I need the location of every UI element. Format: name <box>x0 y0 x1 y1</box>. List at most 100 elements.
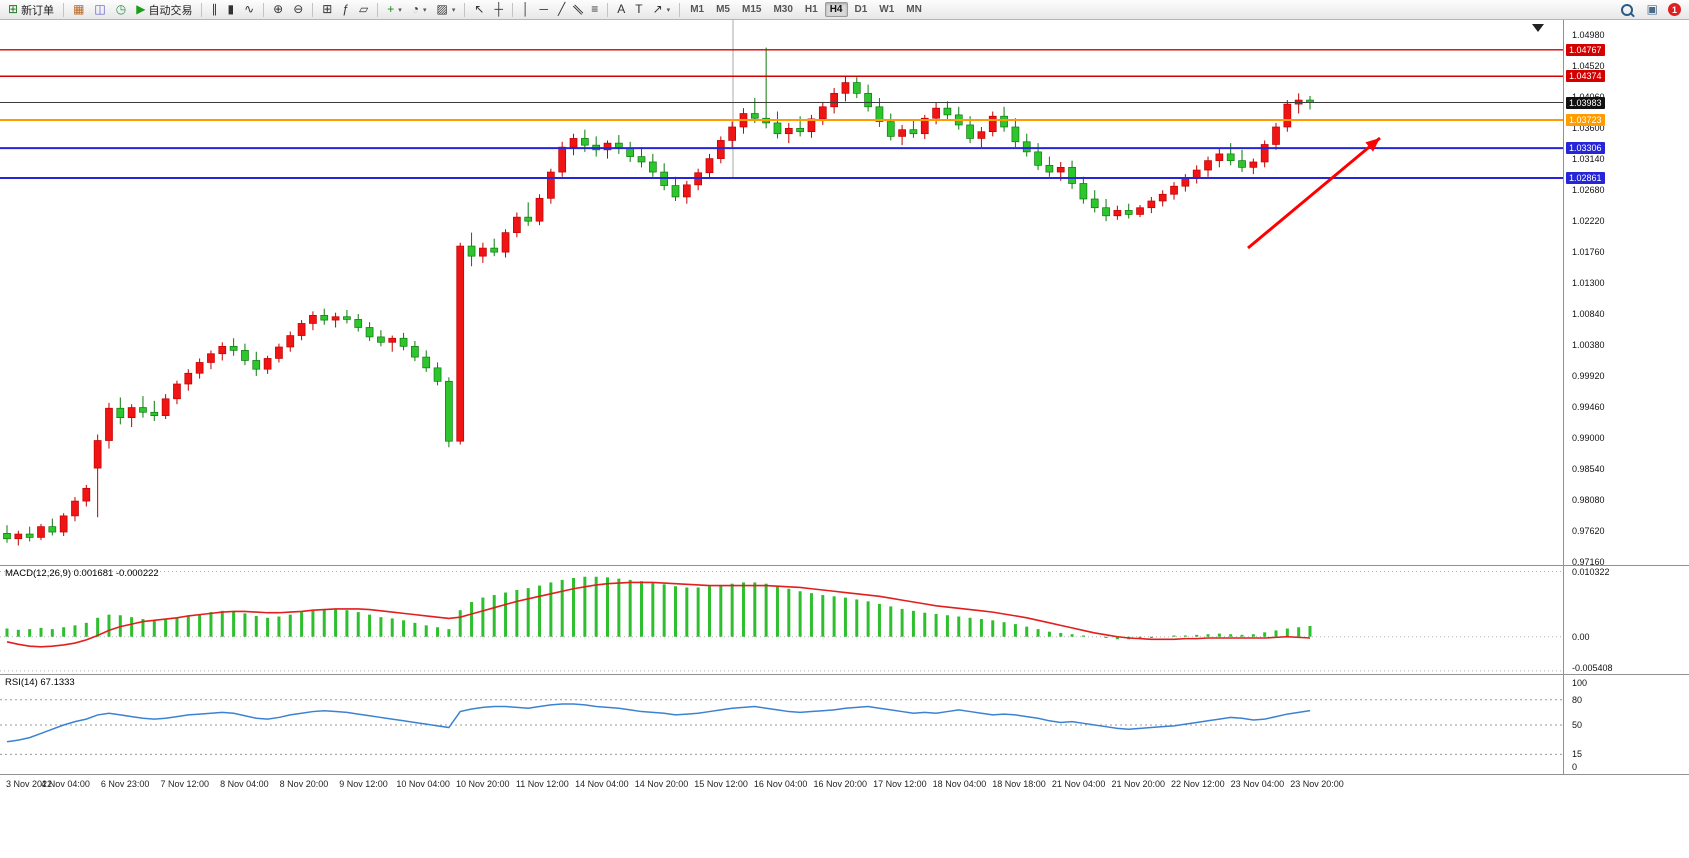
time-tick-label: 17 Nov 12:00 <box>873 779 927 789</box>
time-tick-label: 18 Nov 18:00 <box>992 779 1046 789</box>
macd-axis: 0.010322 0.00 -0.005408 <box>1564 566 1689 674</box>
price-tick-label: 1.03600 <box>1572 123 1605 134</box>
channel-icon: ∥ <box>570 2 585 17</box>
time-tick-label: 22 Nov 12:00 <box>1171 779 1225 789</box>
dropdown-caret-icon: ▾ <box>451 6 456 14</box>
macd-panel[interactable] <box>0 566 1563 674</box>
price-tick-label: 0.99920 <box>1572 370 1605 381</box>
notifications-badge[interactable]: 1 <box>1668 3 1681 16</box>
objects-list-button[interactable]: ▱ <box>355 0 372 19</box>
dropdown-caret-icon: ▾ <box>423 6 427 14</box>
chart-bars-button[interactable]: ∥ <box>207 0 221 19</box>
panel-separator[interactable] <box>0 674 1689 675</box>
time-tick-label: 11 Nov 12:00 <box>515 779 569 789</box>
candles <box>3 47 1314 546</box>
objects-icon: ▱ <box>359 2 369 16</box>
crosshair-icon: ┼ <box>494 2 503 16</box>
tile-windows-button[interactable]: ⊞ <box>318 0 336 19</box>
timeframe-m15-button[interactable]: M15 <box>742 4 762 15</box>
price-axis[interactable]: 1.049801.045201.040601.036001.031401.026… <box>1564 20 1689 567</box>
templates-button[interactable]: ▨ ▾ <box>433 0 460 19</box>
timeframe-m1-button[interactable]: M1 <box>690 4 705 15</box>
timeframe-h1-button[interactable]: H1 <box>804 4 818 15</box>
periods-button[interactable]: ◔ ▾ <box>408 0 431 19</box>
chart-shift-marker-icon[interactable] <box>1532 24 1544 32</box>
time-tick-label: 14 Nov 04:00 <box>575 779 629 789</box>
rsi-label: RSI(14) 67.1333 <box>5 677 75 688</box>
dropdown-caret-icon: ▾ <box>398 6 402 14</box>
macd-label: MACD(12,26,9) 0.001681 -0.000222 <box>5 568 159 579</box>
auto-trading-button[interactable]: ▶ 自动交易 <box>132 0 196 19</box>
price-tick-label: 0.010322 <box>1572 567 1610 577</box>
new-order-icon: ⊞ <box>8 2 19 16</box>
time-tick-label: 9 Nov 12:00 <box>339 779 388 789</box>
toolbar-right: ▣ 1 <box>1617 0 1685 19</box>
rsi-line <box>6 703 1311 743</box>
time-axis[interactable]: 3 Nov 2022 4 Nov 04:00 6 Nov 23:00 7 Nov 12… <box>0 775 1689 797</box>
price-tick-label: 1.02680 <box>1572 185 1605 196</box>
indicators-list-button[interactable]: ƒ <box>338 0 353 19</box>
toolbar-separator <box>679 2 681 17</box>
search-button[interactable] <box>1617 0 1637 19</box>
text-tool[interactable]: A <box>613 0 629 19</box>
time-tick-label: 16 Nov 04:00 <box>753 779 808 789</box>
trendline-icon: ╱ <box>558 2 566 16</box>
toolbar-separator <box>464 2 466 17</box>
time-tick-label: 23 Nov 20:00 <box>1290 779 1344 789</box>
timeframe-d1-button[interactable]: D1 <box>854 4 868 15</box>
price-tick-label: 1.02220 <box>1572 216 1605 227</box>
cursor-button[interactable]: ↖ <box>470 0 488 19</box>
crosshair-button[interactable]: ┼ <box>490 0 507 19</box>
chart-candles-button[interactable]: ▮ <box>223 0 238 19</box>
price-tick-label: 0.00 <box>1572 631 1590 642</box>
timeframe-w1-button[interactable]: W1 <box>879 4 895 15</box>
horizontal-line-tool[interactable]: ─ <box>535 0 552 19</box>
price-tick-label: 0 <box>1572 762 1578 772</box>
rsi-panel[interactable] <box>0 675 1563 774</box>
zoom-in-icon: ⊕ <box>273 2 284 16</box>
timeframe-h4-button[interactable]: H4 <box>824 2 848 17</box>
new-order-button[interactable]: ⊞ 新订单 <box>4 0 58 19</box>
toolbar-separator <box>63 2 65 17</box>
timeframe-mn-button[interactable]: MN <box>906 4 922 15</box>
label-tool[interactable]: T <box>631 0 646 19</box>
cursor-arrow-icon: ↖ <box>474 2 485 16</box>
vertical-line-tool[interactable]: │ <box>518 0 534 19</box>
alerts-button[interactable]: ▣ <box>1643 0 1662 19</box>
charts-window-button[interactable]: ▦ <box>69 0 88 19</box>
timeframe-m5-button[interactable]: M5 <box>716 4 730 15</box>
time-tick-label: 23 Nov 04:00 <box>1230 779 1285 789</box>
price-level-badge: 1.03306 <box>1566 142 1605 155</box>
text-icon: A <box>617 2 626 16</box>
data-window-icon: ◷ <box>115 2 127 16</box>
rsi-axis: 100 80 50 15 0 <box>1564 675 1689 774</box>
new-order-button-label: 新订单 <box>21 4 55 17</box>
arrows-tool[interactable]: ↗ ▾ <box>649 0 675 19</box>
price-level-badge: 1.03723 <box>1566 114 1605 127</box>
toolbar-separator <box>201 2 203 17</box>
time-tick-label: 8 Nov 04:00 <box>220 779 269 789</box>
candlestick-chart[interactable] <box>0 20 1563 565</box>
candlestick-icon: ▮ <box>227 2 235 16</box>
chart-line-button[interactable]: ∿ <box>240 0 258 19</box>
time-axis-separator <box>0 774 1689 775</box>
tile-windows-icon: ⊞ <box>322 2 333 16</box>
trendline-tool[interactable]: ╱ <box>554 0 569 19</box>
price-tick-label: 50 <box>1572 720 1583 730</box>
add-indicator-button[interactable]: + ▾ <box>383 0 406 19</box>
price-level-badge: 1.04767 <box>1566 43 1605 56</box>
fibonacci-tool[interactable]: ≡ <box>587 0 602 19</box>
zoom-out-button[interactable]: ⊖ <box>289 0 307 19</box>
toolbar-separator <box>511 2 513 17</box>
profiles-button[interactable]: ◫ <box>90 0 109 19</box>
panel-separator[interactable] <box>0 565 1689 566</box>
chart-window-icon: ▦ <box>73 2 85 16</box>
auto-trading-button-label: 自动交易 <box>148 4 193 17</box>
trend-arrow-object[interactable] <box>1247 136 1381 250</box>
zoom-in-button[interactable]: ⊕ <box>269 0 287 19</box>
time-tick-label: 16 Nov 20:00 <box>813 779 868 789</box>
data-window-button[interactable]: ◷ <box>112 0 130 19</box>
timeframe-m30-button[interactable]: M30 <box>773 4 793 15</box>
arrows-icon: ↗ <box>652 2 663 16</box>
channel-tool[interactable]: ∥ <box>571 0 585 19</box>
